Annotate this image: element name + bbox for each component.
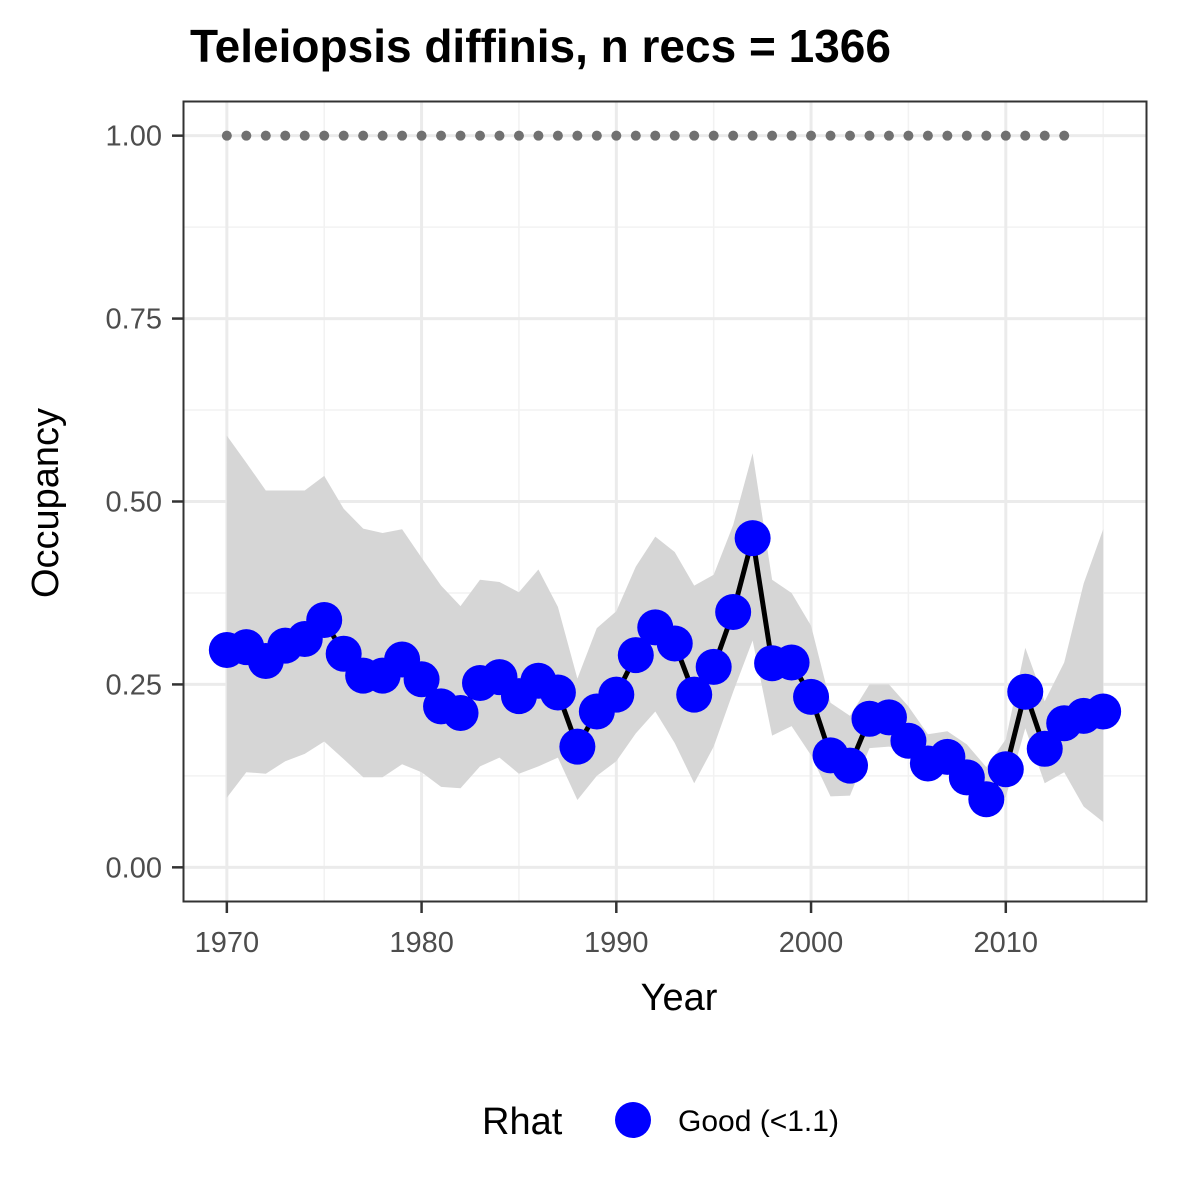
- occupancy-point: [1085, 693, 1122, 730]
- x-tick-label: 1980: [389, 927, 454, 959]
- chart-title: Teleiopsis diffinis, n recs = 1366: [190, 20, 891, 72]
- y-tick-label: 0.50: [106, 487, 162, 519]
- record-dot: [1000, 130, 1011, 141]
- x-tick-label: 2010: [974, 927, 1039, 959]
- record-dot: [961, 130, 972, 141]
- record-dot: [260, 130, 271, 141]
- record-dot: [241, 130, 252, 141]
- record-dot: [377, 130, 388, 141]
- record-dot: [572, 130, 583, 141]
- y-axis-title: Occupancy: [25, 408, 67, 598]
- record-dot: [611, 130, 622, 141]
- record-dot: [845, 130, 855, 141]
- occupancy-point: [773, 644, 810, 681]
- record-dot: [416, 130, 427, 141]
- record-dot: [650, 130, 661, 141]
- record-dot: [922, 130, 933, 141]
- record-dots-layer: [221, 130, 1070, 141]
- occupancy-point: [715, 593, 752, 630]
- x-tick-label: 1990: [584, 927, 649, 959]
- record-dot: [708, 130, 719, 141]
- record-dot: [689, 130, 700, 141]
- record-dot: [864, 130, 875, 141]
- record-dot: [338, 130, 349, 141]
- occupancy-point: [695, 648, 732, 685]
- record-dot: [767, 130, 778, 141]
- record-dot: [397, 130, 408, 141]
- record-dot: [475, 130, 485, 141]
- legend-title: Rhat: [482, 1101, 563, 1143]
- y-tick-label: 0.00: [106, 852, 162, 884]
- record-dot: [747, 130, 758, 141]
- record-dot: [358, 130, 369, 141]
- occupancy-points-layer: [208, 520, 1122, 818]
- record-dot: [981, 130, 992, 141]
- y-axis: 0.00 0.25 0.50 0.75 1.00: [106, 121, 183, 884]
- occupancy-point: [306, 602, 343, 639]
- record-dot: [436, 130, 447, 141]
- y-tick-label: 0.75: [106, 304, 162, 336]
- record-dot: [825, 130, 836, 141]
- occupancy-point: [656, 625, 693, 662]
- record-dot: [591, 130, 602, 141]
- record-dot: [786, 130, 797, 141]
- occupancy-point: [539, 674, 576, 711]
- record-dot: [455, 130, 466, 141]
- record-dot: [280, 130, 291, 141]
- occupancy-point: [1007, 673, 1044, 710]
- record-dot: [806, 130, 817, 141]
- legend: Rhat Good (<1.1): [482, 1101, 839, 1143]
- record-dot: [630, 130, 641, 141]
- record-dot: [221, 130, 232, 141]
- x-axis-title: Year: [641, 977, 718, 1019]
- record-dot: [299, 130, 310, 141]
- legend-key-good: [615, 1102, 651, 1138]
- x-axis: 1970 1980 1990 2000 2010: [195, 902, 1038, 959]
- occupancy-point: [559, 728, 596, 765]
- occupancy-point: [1026, 730, 1063, 767]
- record-dot: [319, 130, 330, 141]
- x-tick-label: 2000: [779, 927, 844, 959]
- record-dot: [883, 130, 894, 141]
- record-dot: [903, 130, 914, 141]
- occupancy-point: [832, 747, 868, 784]
- legend-label-good: Good (<1.1): [678, 1105, 839, 1138]
- occupancy-point: [598, 676, 635, 713]
- occupancy-point: [793, 678, 830, 715]
- x-tick-label: 1970: [195, 927, 260, 959]
- record-dot: [942, 130, 953, 141]
- record-dot: [533, 130, 544, 141]
- y-tick-label: 0.25: [106, 669, 162, 701]
- record-dot: [513, 130, 524, 141]
- record-dot: [1020, 130, 1031, 141]
- occupancy-point: [676, 676, 713, 713]
- panel-border: [182, 100, 1148, 903]
- occupancy-point: [403, 661, 440, 698]
- record-dot: [1059, 130, 1070, 141]
- occupancy-point: [968, 781, 1005, 818]
- record-dot: [552, 130, 563, 141]
- record-dot: [494, 130, 505, 141]
- occupancy-point: [734, 520, 771, 557]
- occupancy-point: [442, 694, 479, 731]
- record-dot: [728, 130, 739, 141]
- occupancy-point: [617, 637, 654, 674]
- record-dot: [669, 130, 680, 141]
- y-tick-label: 1.00: [106, 121, 162, 153]
- occupancy-point: [987, 751, 1024, 788]
- record-dot: [1039, 130, 1050, 141]
